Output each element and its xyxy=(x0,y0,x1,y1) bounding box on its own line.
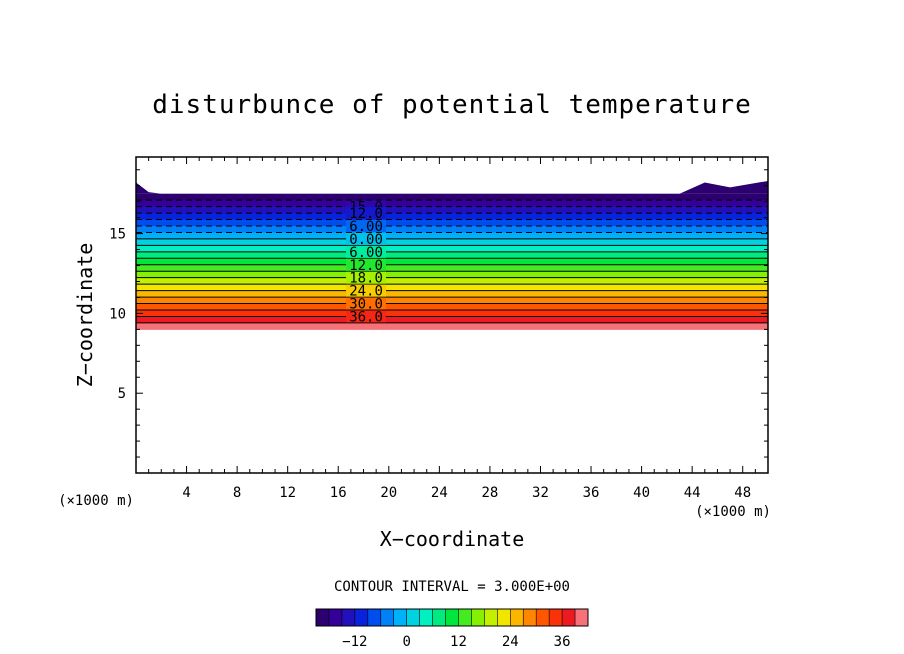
contour-band xyxy=(136,277,768,285)
colorbar xyxy=(315,608,589,627)
colorbar-tick-label: 36 xyxy=(554,634,571,650)
contour-band xyxy=(136,271,768,279)
y-tick-label: 5 xyxy=(118,386,126,402)
colorbar-cell xyxy=(380,609,395,626)
colorbar-cell xyxy=(458,609,472,626)
contour-label-bg xyxy=(346,258,387,271)
colorbar-cell xyxy=(549,609,563,626)
colorbar-cell xyxy=(523,609,537,626)
x-tick-label: 20 xyxy=(380,485,397,501)
contour-label: 12.0 xyxy=(349,258,383,274)
contour-band xyxy=(136,290,768,298)
contour-label: 0.00 xyxy=(349,232,383,248)
contour-label: 24.0 xyxy=(349,284,383,300)
contour-band xyxy=(136,213,768,221)
contour-band xyxy=(136,309,768,317)
contour-band xyxy=(136,193,768,201)
contour-lines xyxy=(136,199,768,324)
colorbar-cell xyxy=(497,609,511,626)
colorbar-ticks: −12 0 12 24 36 xyxy=(342,634,570,650)
colorbar-tick-label: 24 xyxy=(502,634,519,650)
colorbar-cell xyxy=(354,609,369,626)
contour-band xyxy=(136,284,768,292)
contour-label: 18.0 xyxy=(349,271,383,287)
contour-band xyxy=(679,180,768,194)
x-tick-label: 4 xyxy=(182,485,190,501)
contour-band xyxy=(136,226,768,233)
contour-band xyxy=(136,322,768,330)
contour-label: 6.00 xyxy=(349,245,383,261)
colorbar-cell xyxy=(562,609,576,626)
contour-band xyxy=(136,258,768,266)
contour-label: 30.0 xyxy=(349,297,383,313)
colorbar-cell xyxy=(432,609,446,626)
y-axis-label: Z−coordinate xyxy=(73,243,97,388)
contour-band xyxy=(136,206,768,214)
contour-band xyxy=(136,219,768,227)
colorbar-cell xyxy=(445,609,459,626)
contour-label: 6.00 xyxy=(349,219,383,235)
contour-band xyxy=(136,251,768,259)
x-axis-ticks: 4 8 12 16 20 24 28 32 36 40 44 48 xyxy=(148,157,756,501)
colorbar-cell xyxy=(393,609,408,626)
x-unit-right: (×1000 m) xyxy=(695,504,771,520)
y-tick-label: 15 xyxy=(109,227,126,243)
contour-label-bg xyxy=(346,297,387,310)
x-tick-label: 36 xyxy=(583,485,600,501)
contour-band xyxy=(136,297,768,305)
contour-band xyxy=(136,303,768,311)
x-tick-label: 44 xyxy=(684,485,701,501)
colorbar-cell xyxy=(316,609,330,626)
x-tick-label: 32 xyxy=(532,485,549,501)
contour-label-bg xyxy=(346,232,387,245)
contour-band xyxy=(136,264,768,272)
contour-band xyxy=(136,316,768,324)
colorbar-cell xyxy=(536,609,550,626)
contour-label-bg xyxy=(346,271,387,284)
colorbar-frame xyxy=(315,608,589,627)
colorbar-cell xyxy=(367,609,382,626)
contour-label-bg xyxy=(346,310,387,323)
contour-label: 12.0 xyxy=(349,206,383,222)
contour-field xyxy=(136,180,768,330)
colorbar-tick-label: 0 xyxy=(402,634,410,650)
colorbar-tick-label: −12 xyxy=(342,634,367,650)
colorbar-tick-label: 12 xyxy=(450,634,467,650)
colorbar-cell xyxy=(510,609,524,626)
y-tick-label: 10 xyxy=(109,306,126,322)
colorbar-cell xyxy=(328,609,343,626)
x-tick-label: 48 xyxy=(734,485,751,501)
x-unit-left: (×1000 m) xyxy=(58,493,134,509)
x-tick-label: 28 xyxy=(481,485,498,501)
colorbar-cell xyxy=(406,609,421,626)
x-tick-label: 40 xyxy=(633,485,650,501)
contour-label-bg xyxy=(346,207,387,220)
chart-title: disturbunce of potential temperature xyxy=(152,90,752,120)
contour-band xyxy=(136,238,768,246)
contour-label: 36.0 xyxy=(349,309,383,325)
x-tick-label: 24 xyxy=(431,485,448,501)
contour-label-bg xyxy=(346,220,387,233)
x-tick-label: 16 xyxy=(330,485,347,501)
contour-band xyxy=(136,232,768,240)
contour-band xyxy=(136,200,768,208)
y-axis-ticks: 5 10 15 xyxy=(109,169,768,458)
x-tick-label: 8 xyxy=(233,485,241,501)
contour-band xyxy=(136,245,768,253)
contour-label-bg xyxy=(346,245,387,258)
colorbar-cell xyxy=(484,609,498,626)
contour-interval-text: CONTOUR INTERVAL = 3.000E+00 xyxy=(334,579,570,595)
contour-band xyxy=(136,182,162,194)
colorbar-cell xyxy=(471,609,485,626)
contour-label-bg xyxy=(346,284,387,297)
colorbar-cell xyxy=(575,609,589,626)
x-axis-label: X−coordinate xyxy=(380,527,525,551)
x-tick-label: 12 xyxy=(279,485,296,501)
colorbar-cell xyxy=(419,609,433,626)
colorbar-cell xyxy=(341,609,356,626)
